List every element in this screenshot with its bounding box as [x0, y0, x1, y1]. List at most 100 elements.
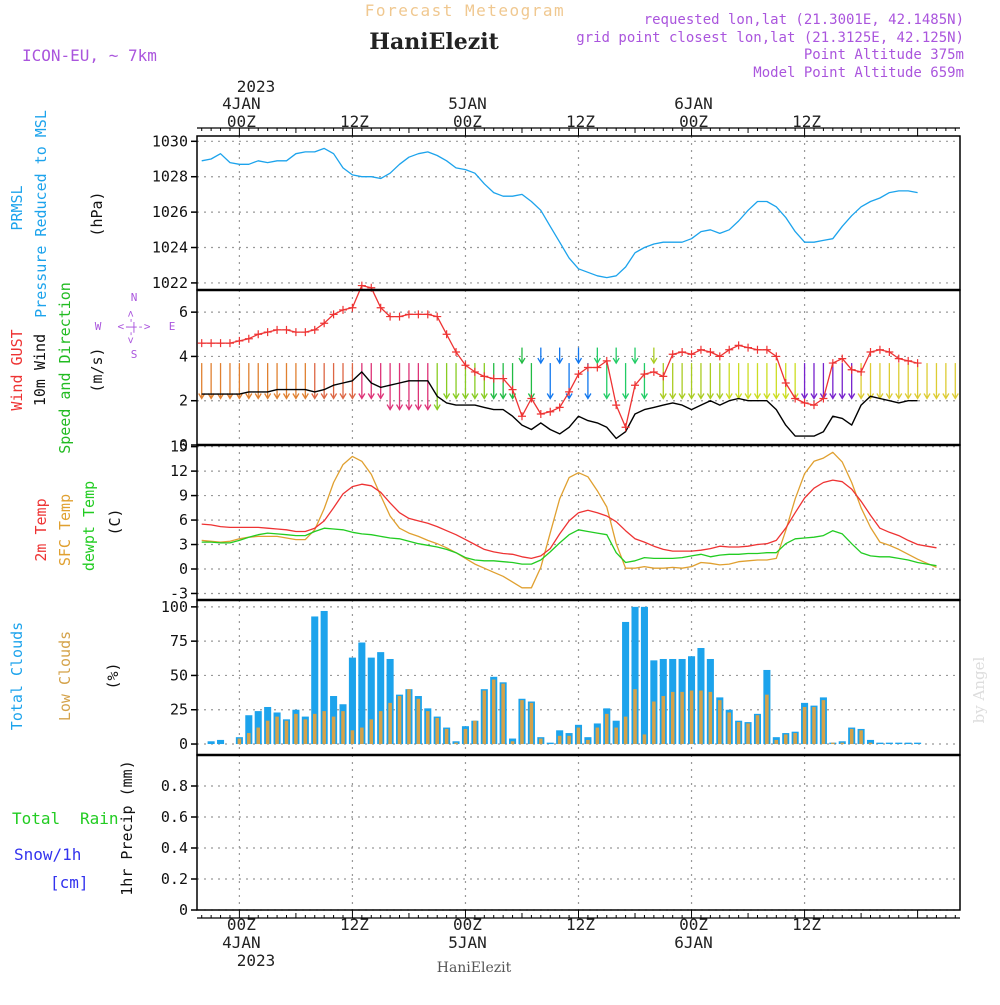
gust-marker	[423, 310, 432, 319]
gust-marker	[282, 325, 291, 334]
gust-marker	[244, 334, 253, 343]
low-cloud-bar	[567, 735, 571, 745]
pressure-unit: (hPa)	[88, 191, 106, 236]
temp-dew-label: dewpt Temp	[80, 481, 98, 571]
location-name: HaniElezit	[369, 29, 499, 55]
gust-marker	[904, 356, 913, 365]
total-cloud-bar	[622, 621, 630, 745]
gust-marker	[480, 372, 489, 381]
bottom-time-label: 12Z	[566, 915, 595, 934]
wind-arrow-head	[395, 404, 404, 411]
wind-arrow-head	[923, 393, 931, 400]
gust-marker	[678, 348, 687, 356]
requested-coords: requested lon,lat (21.3001E, 42.1485N)	[644, 12, 964, 28]
low-cloud-bar	[275, 716, 279, 745]
precip-cm-label: [cm]	[50, 873, 89, 892]
total-cloud-bar	[320, 610, 328, 745]
temp-unit: (C)	[106, 508, 124, 535]
wind-arrow-head	[584, 393, 592, 400]
top-time-label: 00Z	[227, 112, 256, 131]
total-cloud-bar	[311, 616, 319, 745]
y-tick-label: 4	[179, 347, 188, 365]
low-cloud-bar	[699, 690, 703, 745]
y-tick-label: 0.2	[161, 870, 188, 888]
wind-arrow-head	[452, 393, 460, 400]
temp-labels: 2m Temp SFC Temp dewpt Temp (C)	[32, 481, 124, 571]
total-cloud-bar	[546, 742, 554, 745]
low-cloud-bar	[322, 711, 326, 745]
low-cloud-bar	[821, 700, 826, 745]
low-cloud-bar	[727, 712, 731, 745]
low-cloud-bar	[689, 690, 694, 745]
low-cloud-bar	[783, 734, 788, 745]
y-tick-label: 100	[161, 598, 188, 616]
total-cloud-bar	[377, 652, 385, 745]
gust-marker	[517, 412, 526, 421]
gust-marker	[640, 370, 649, 379]
gust-marker	[838, 354, 847, 363]
top-time-label: 00Z	[453, 112, 482, 131]
wind-arrow-head	[942, 393, 950, 400]
y-tick-label: 0	[179, 436, 188, 454]
gust-marker	[621, 423, 630, 432]
low-cloud-bar	[576, 727, 581, 745]
bottom-date-label: 5JAN	[448, 933, 487, 952]
low-cloud-bar	[840, 742, 845, 745]
low-cloud-bar	[331, 716, 336, 745]
wind-arrow-head	[245, 393, 253, 400]
wind-arrow-head	[744, 393, 752, 400]
gust-marker	[555, 403, 564, 412]
total-cloud-bar	[885, 742, 893, 745]
wind-panel: 0 2 4 6	[179, 282, 961, 454]
gust-marker	[593, 363, 602, 372]
wind-arrow-head	[330, 393, 338, 400]
gust-marker	[489, 374, 498, 383]
bottom-time-label: 12Z	[792, 915, 821, 934]
wind-arrow-head	[198, 393, 206, 400]
wind-arrow-head	[301, 393, 309, 400]
low-cloud-bar	[708, 691, 713, 745]
wind-arrow-head	[593, 357, 601, 365]
top-date-label: 6JAN	[674, 94, 713, 113]
y-tick-label: 25	[170, 701, 188, 719]
compass-w: W	[95, 320, 102, 333]
cloud-labels: Total Clouds Low Clouds (%)	[8, 622, 122, 730]
gust-marker	[254, 330, 263, 339]
wind-arrow-head	[574, 357, 583, 365]
compass-s: S	[131, 348, 138, 361]
gust-marker	[885, 348, 894, 356]
total-cloud-bar	[904, 742, 912, 745]
gust-marker	[329, 310, 338, 319]
low-cloud-bar	[868, 742, 873, 745]
gust-marker	[668, 350, 677, 359]
wind-arrow-head	[499, 393, 507, 400]
wind-arrow-head	[706, 393, 714, 400]
gust-marker	[602, 356, 611, 365]
bottom-time-label: 00Z	[453, 915, 482, 934]
low-cloud-bar	[312, 713, 317, 745]
low-cloud-bar	[350, 730, 355, 745]
total-cloud-bar	[640, 606, 648, 745]
gust-marker	[706, 348, 715, 356]
gust-marker	[386, 312, 395, 321]
low-cloud-bar	[237, 738, 242, 745]
y-tick-label: 1022	[152, 274, 188, 292]
gust-marker	[791, 394, 800, 403]
point-altitude: Point Altitude 375m	[804, 47, 964, 63]
gust-marker	[470, 367, 479, 376]
gust-marker	[339, 305, 348, 314]
y-tick-label: 12	[170, 462, 188, 480]
wind-arrow-head	[631, 357, 639, 365]
gust-marker	[320, 319, 329, 328]
low-cloud-bar	[397, 696, 402, 745]
low-cloud-bar	[614, 727, 618, 745]
top-time-label: 12Z	[340, 112, 369, 131]
bottom-year-label: 2023	[237, 951, 276, 970]
compass-vertical-arrow: <-|->	[124, 310, 137, 343]
gust-marker	[828, 359, 837, 368]
y-tick-label: 6	[179, 303, 188, 321]
total-cloud-bar	[217, 739, 225, 745]
gust-marker	[762, 345, 771, 354]
grid-point-coords: grid point closest lon,lat (21.3125E, 42…	[576, 30, 964, 46]
dewpt-line	[201, 527, 937, 567]
